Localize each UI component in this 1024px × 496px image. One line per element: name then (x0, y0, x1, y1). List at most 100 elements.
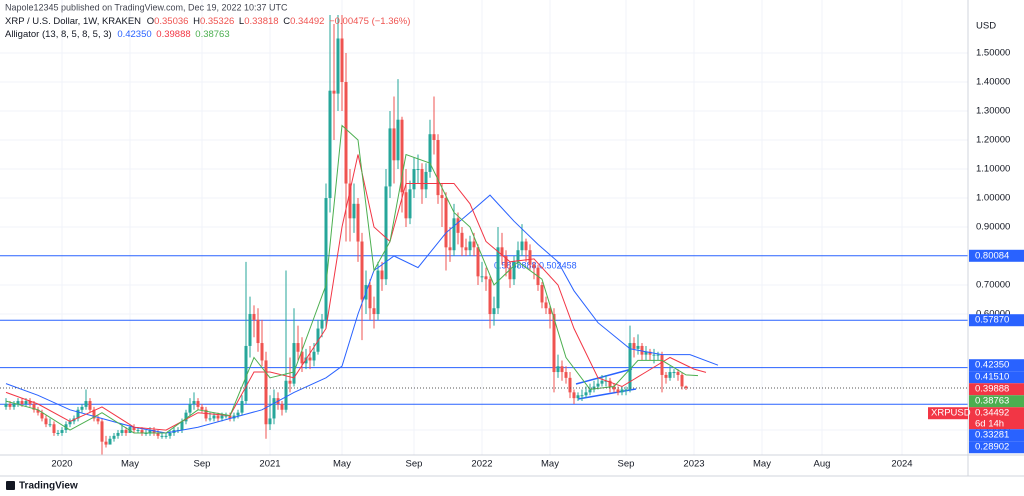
candle-body (96, 418, 100, 422)
candle-body (632, 343, 636, 349)
candle-body (252, 314, 256, 320)
candle-body (8, 403, 12, 407)
price-label-box (969, 429, 1024, 442)
candle-body (240, 401, 244, 413)
candle-body (312, 351, 316, 361)
candle-body (636, 345, 640, 349)
candle-body (168, 432, 172, 436)
footer-brand: TradingView (19, 481, 78, 492)
candle-body (584, 392, 588, 396)
candle-body (588, 389, 592, 393)
candle-body (476, 247, 480, 277)
y-tick-label: 0.60000 (976, 309, 1010, 320)
open-value: 0.35036 (154, 16, 188, 27)
x-tick-label: May (121, 459, 139, 470)
candle-body (604, 380, 608, 382)
y-tick-label: 1.40000 (976, 77, 1010, 88)
candle-body (120, 430, 124, 433)
candle-body (668, 372, 672, 378)
candle-body (32, 403, 36, 410)
candle-body (568, 377, 572, 393)
candle-body (132, 427, 136, 431)
candle-body (100, 421, 104, 442)
candle-body (12, 403, 16, 407)
candle-body (116, 432, 120, 436)
candle-body (348, 183, 352, 219)
candle-body (356, 203, 360, 242)
candle-body (220, 415, 224, 419)
indicator-price-label: 0.33281 (975, 430, 1009, 441)
candle-body (140, 430, 144, 433)
close-value: 0.34492 (290, 16, 324, 27)
h-letter: H (193, 16, 200, 27)
candle-body (504, 256, 508, 268)
candle-body (256, 319, 260, 344)
x-tick-label: Sep (618, 459, 635, 470)
candle-body (288, 380, 292, 384)
candle-body (260, 343, 264, 361)
wedge-upper (575, 368, 633, 385)
candle-body (548, 308, 552, 315)
x-tick-label: 2021 (259, 459, 280, 470)
price-label-box (969, 383, 1024, 396)
grid (0, 0, 968, 455)
candle-body (76, 409, 80, 419)
x-tick-label: 2022 (471, 459, 492, 470)
x-tick-label: May (541, 459, 559, 470)
candle-body (152, 430, 156, 433)
candle-body (360, 241, 364, 300)
countdown: 6d 14h (975, 419, 1004, 430)
y-tick-label: 1.00000 (976, 193, 1010, 204)
last-price-label: 0.34492 (975, 408, 1009, 419)
candle-body (300, 351, 304, 364)
candle-body (68, 421, 72, 425)
price-label-box (969, 314, 1024, 327)
candle-body (472, 241, 476, 248)
candle-body (412, 169, 416, 190)
candle-body (420, 169, 424, 190)
candle-body (516, 250, 520, 262)
y-tick-label: 1.50000 (976, 48, 1010, 59)
candle-body (268, 418, 272, 425)
candle-body (340, 38, 344, 83)
candle-body (352, 203, 356, 219)
candle-body (580, 395, 584, 397)
candle-body (560, 366, 564, 373)
candle-body (44, 418, 48, 425)
price-label-box (969, 407, 1024, 430)
candle-body (488, 279, 492, 315)
candle-body (156, 432, 160, 436)
candle-body (264, 360, 268, 425)
candle-body (208, 418, 212, 420)
y-tick-label: 0.70000 (976, 280, 1010, 291)
indicator-legend: Alligator (13, 8, 5, 8, 5, 3) 0.42350 0.… (5, 29, 230, 40)
candle-body (216, 415, 220, 419)
indicator-price-label: 0.42350 (975, 360, 1009, 371)
candle-body (524, 241, 528, 251)
line-price-label: 0.80084 (975, 250, 1009, 261)
candle-body (656, 354, 660, 356)
candle-body (88, 401, 92, 410)
symbol-box (928, 407, 968, 420)
candle-body (540, 285, 544, 303)
x-tick-label: 2023 (683, 459, 704, 470)
x-tick-label: 2024 (891, 459, 912, 470)
candle-body (36, 409, 40, 413)
jaw-value: 0.42350 (117, 29, 151, 40)
candle-body (108, 438, 112, 445)
candle-body (456, 218, 460, 233)
candle-body (572, 392, 576, 399)
candle-body (660, 354, 664, 375)
candle-body (24, 401, 28, 404)
low-value: 0.33818 (244, 16, 278, 27)
symbol: XRP / U.S. Dollar, 1W, KRAKEN (5, 16, 141, 27)
candle-body (680, 374, 684, 387)
price-label-box (969, 441, 1024, 454)
candle-body (520, 241, 524, 251)
candle-body (204, 409, 208, 419)
candle-body (556, 366, 560, 373)
candle-body (292, 343, 296, 384)
candle-body (552, 314, 556, 373)
candle-body (484, 276, 488, 280)
